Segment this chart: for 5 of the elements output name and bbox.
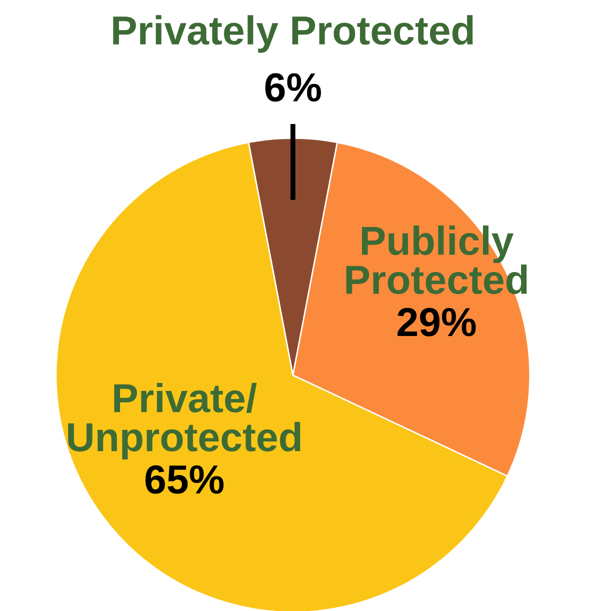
data-label: 29% xyxy=(398,308,476,336)
slice-label: Privately Protected xyxy=(113,15,473,53)
slice-label: Private/ Unprotected xyxy=(68,382,300,460)
data-label: 65% xyxy=(145,465,224,494)
data-label: 6% xyxy=(265,73,321,102)
